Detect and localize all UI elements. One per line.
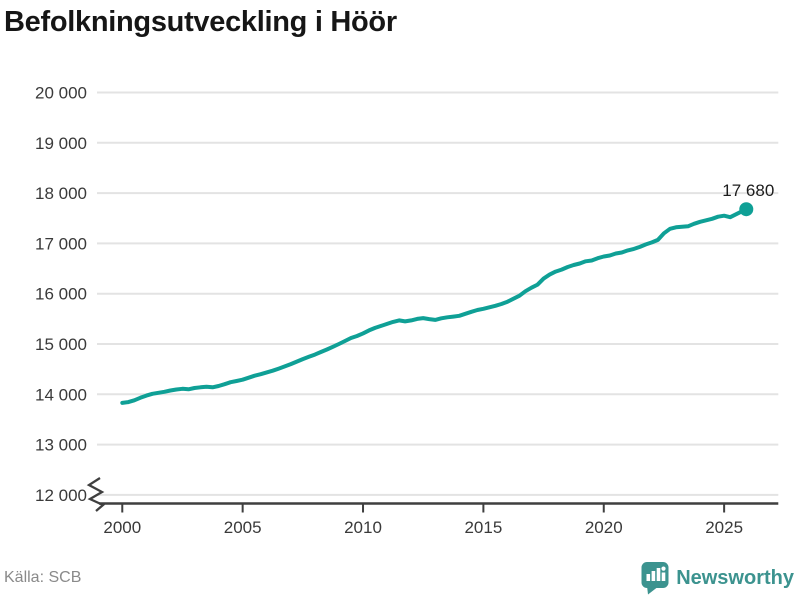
y-tick-label: 20 000 (35, 84, 87, 103)
chart-title: Befolkningsutveckling i Höör (4, 6, 397, 38)
y-tick-label: 16 000 (35, 285, 87, 304)
x-tick-label: 2015 (464, 518, 502, 537)
end-point-dot (739, 202, 754, 217)
x-tick-label: 2020 (585, 518, 623, 537)
y-tick-label: 19 000 (35, 134, 87, 153)
y-tick-label: 14 000 (35, 385, 87, 404)
source-label: Källa: SCB (4, 569, 82, 586)
newsworthy-wordmark: Newsworthy (676, 566, 794, 589)
population-line (120, 207, 749, 405)
y-tick-label: 13 000 (35, 436, 87, 455)
x-tick-label: 2005 (224, 518, 262, 537)
y-tick-label: 18 000 (35, 184, 87, 203)
newsworthy-logo-icon (641, 562, 669, 595)
x-tick-label: 2000 (103, 518, 141, 537)
newsworthy-brand: Newsworthy (641, 561, 794, 595)
y-axis-break-icon (86, 477, 106, 512)
x-tick-label: 2010 (344, 518, 382, 537)
x-tick-label: 2025 (705, 518, 743, 537)
y-tick-label: 15 000 (35, 335, 87, 354)
y-tick-label: 12 000 (35, 486, 87, 505)
end-value-label: 17 680 (722, 181, 774, 200)
y-tick-label: 17 000 (35, 234, 87, 253)
